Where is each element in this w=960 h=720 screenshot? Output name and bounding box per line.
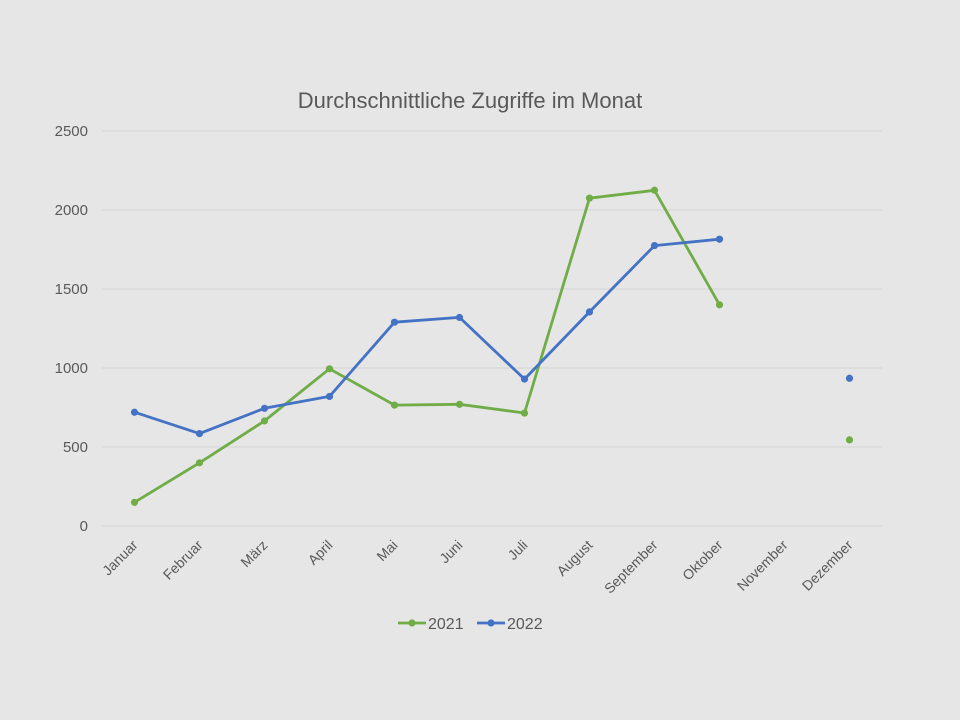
- x-tick-label: August: [553, 537, 595, 579]
- data-point-2021: [325, 365, 334, 373]
- x-tick-label: Mai: [373, 537, 400, 564]
- y-tick-label: 0: [80, 518, 88, 535]
- x-tick-label: Juli: [504, 537, 530, 563]
- x-tick-label: Oktober: [679, 537, 726, 584]
- data-point-2022: [715, 235, 724, 243]
- x-tick-label: November: [734, 537, 791, 594]
- data-point-2021: [845, 436, 854, 444]
- data-point-2021: [585, 194, 594, 202]
- x-tick-label: April: [304, 537, 335, 568]
- data-point-2021: [520, 409, 529, 417]
- x-tick-label: Januar: [99, 537, 141, 579]
- legend: 2021 2022: [398, 616, 543, 633]
- data-point-2022: [455, 313, 464, 322]
- data-point-2021: [455, 400, 464, 408]
- gridlines: [102, 130, 882, 527]
- y-tick-label: 500: [63, 439, 88, 456]
- data-point-2021: [390, 401, 399, 409]
- chart-title: Durchschnittliche Zugriffe im Monat: [298, 88, 642, 113]
- data-point-2022: [390, 318, 399, 326]
- data-point-2022: [585, 308, 594, 316]
- data-point-2022: [195, 429, 204, 438]
- data-point-2021: [650, 186, 659, 194]
- data-point-2022: [520, 375, 529, 383]
- x-tick-label: Juni: [436, 537, 465, 566]
- data-point-2021: [130, 498, 139, 506]
- legend-item-2022: 2022: [477, 616, 543, 633]
- legend-label: 2021: [428, 616, 464, 633]
- x-tick-label: September: [601, 537, 661, 597]
- y-tick-label: 1000: [55, 360, 88, 377]
- legend-label: 2022: [507, 616, 543, 633]
- x-axis-ticks: Januar Februar März April Mai Juni Juli August S…: [99, 537, 856, 597]
- x-tick-label: Februar: [160, 537, 206, 583]
- series-markers: [130, 186, 854, 506]
- x-tick-label: März: [237, 537, 270, 570]
- data-point-2022: [325, 392, 334, 401]
- x-tick-label: Dezember: [799, 537, 856, 594]
- series-line-2021: [135, 190, 850, 502]
- data-point-2022: [650, 241, 659, 250]
- series-line-2022: [135, 239, 850, 433]
- data-point-2021: [195, 459, 204, 467]
- y-axis-ticks: 0 500 1000 1500 2000 2500: [55, 123, 88, 535]
- y-tick-label: 2000: [55, 202, 88, 219]
- y-tick-label: 2500: [55, 123, 88, 140]
- data-point-2022: [845, 374, 854, 382]
- data-point-2021: [260, 417, 269, 425]
- y-tick-label: 1500: [55, 281, 88, 298]
- data-point-2022: [260, 404, 269, 412]
- data-point-2022: [130, 408, 139, 416]
- legend-marker: [408, 619, 416, 627]
- legend-item-2021: 2021: [398, 616, 464, 633]
- series-lines: [135, 190, 850, 502]
- data-point-2021: [715, 301, 724, 309]
- legend-marker: [487, 619, 495, 627]
